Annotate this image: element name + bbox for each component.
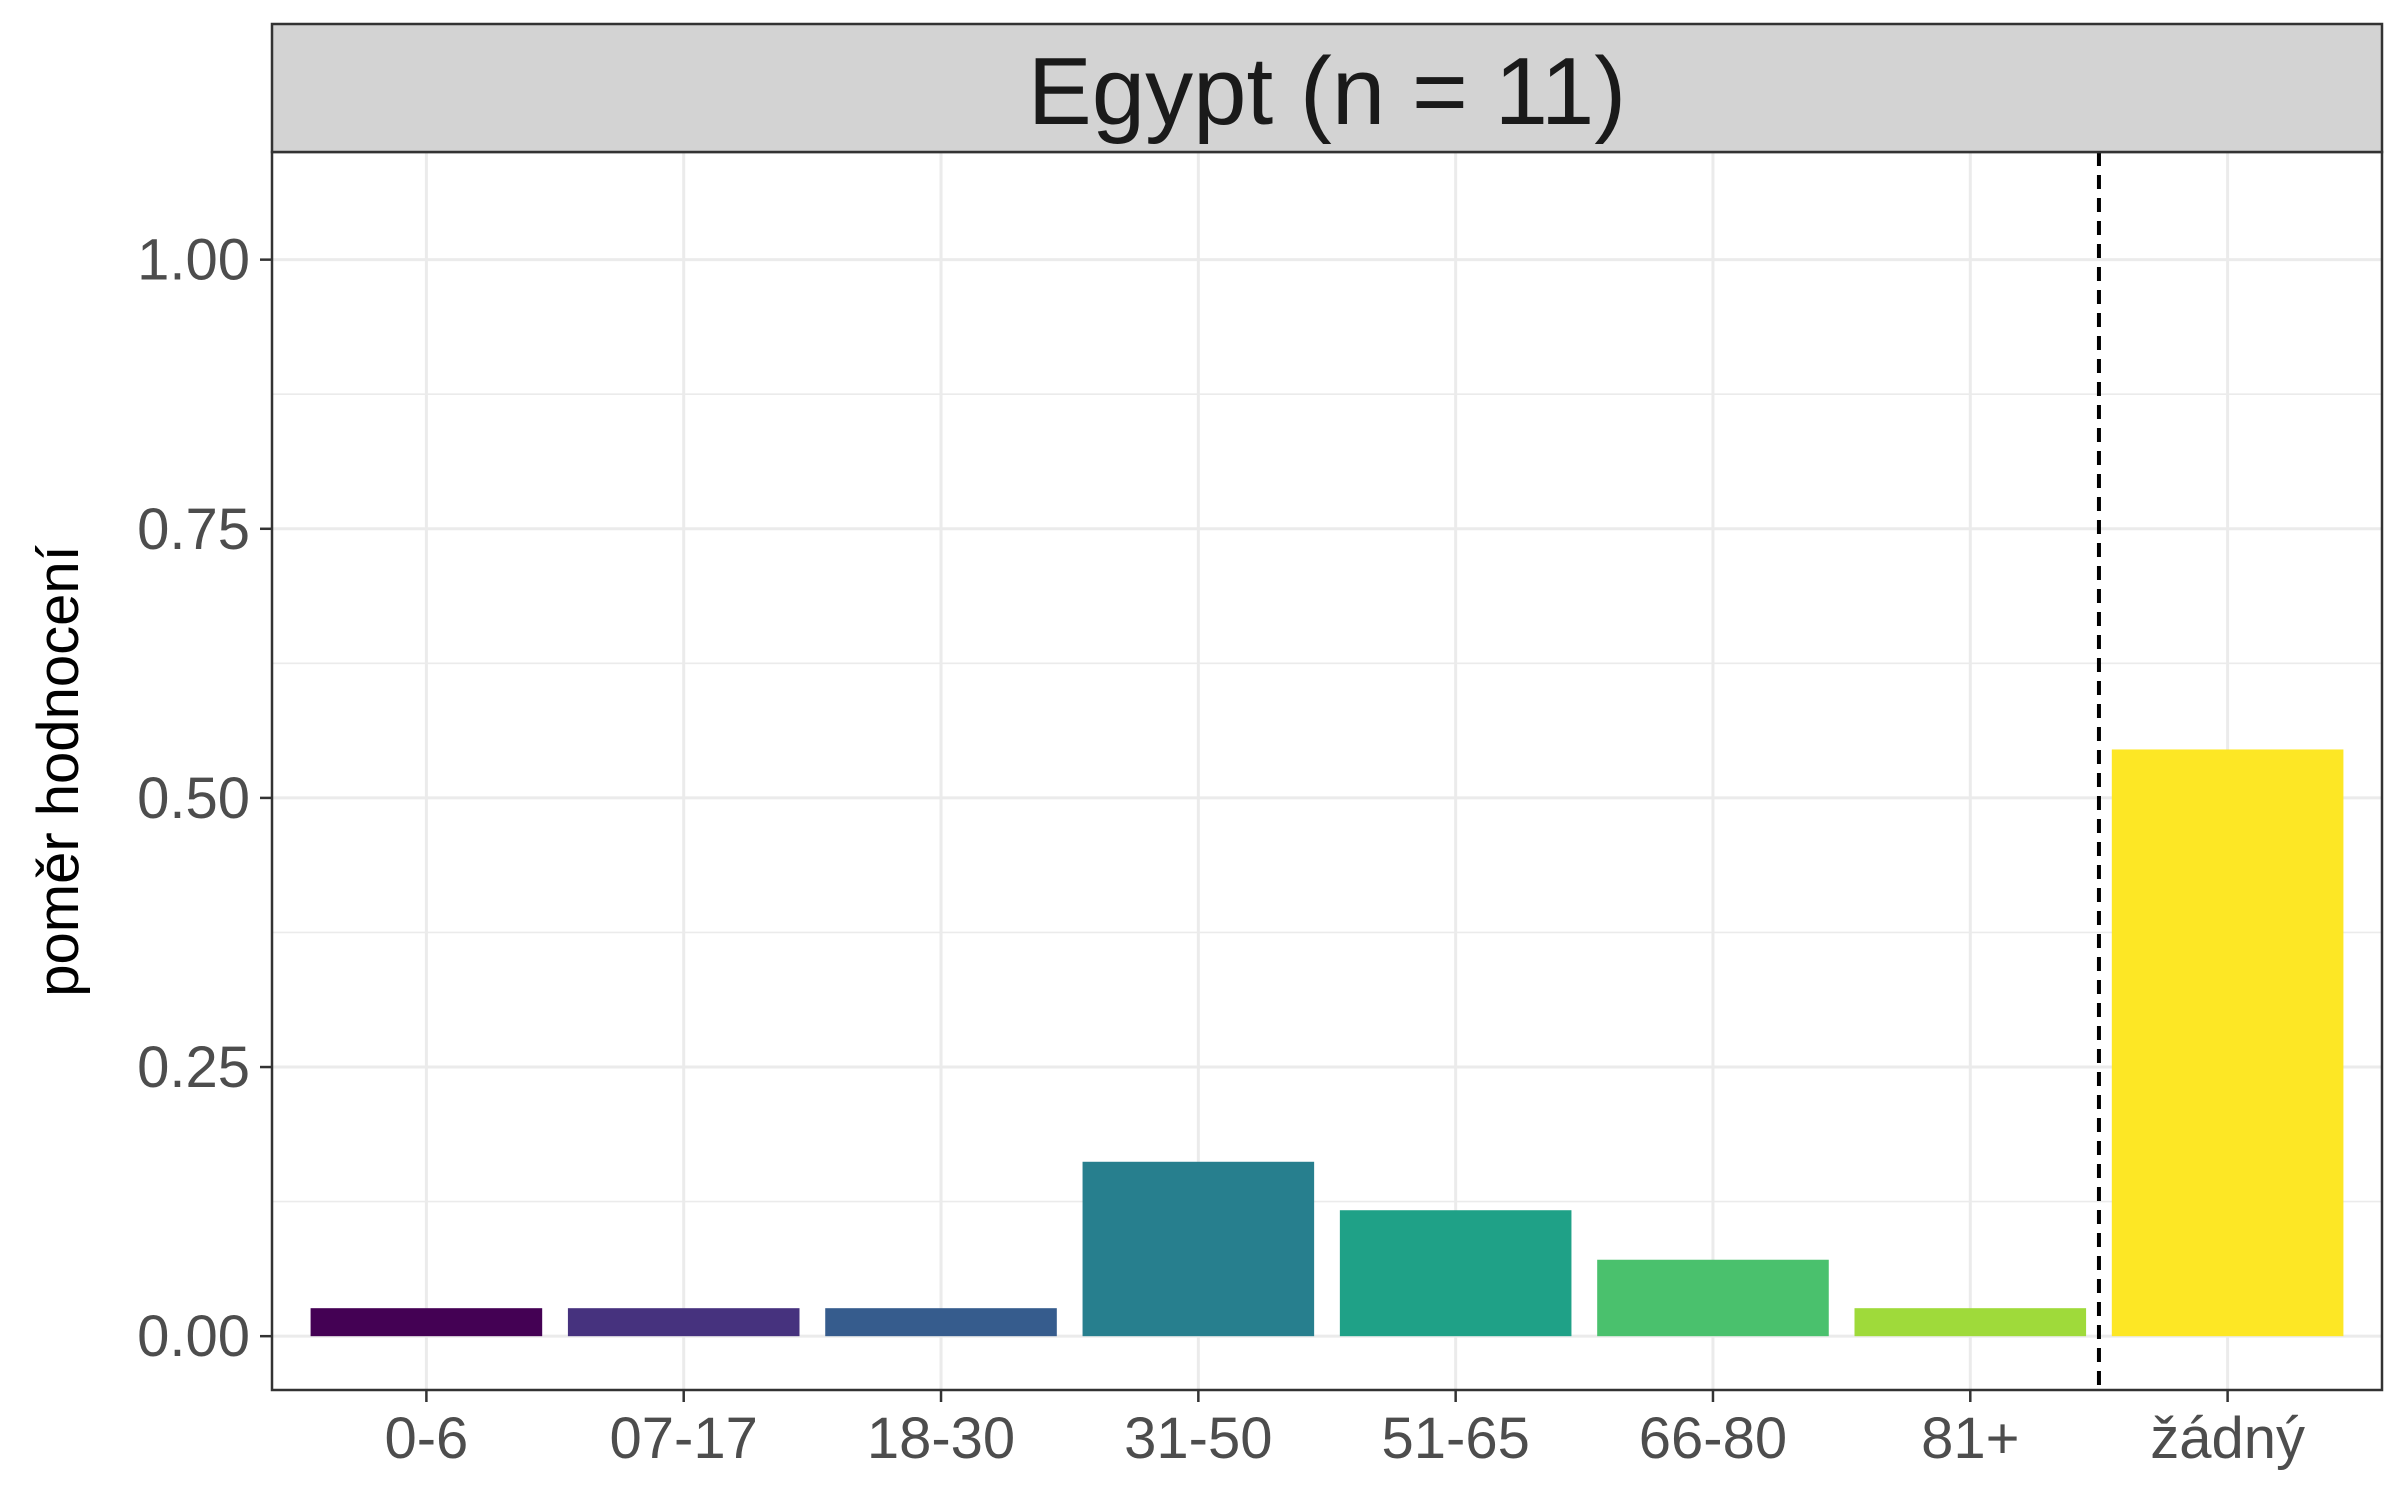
- y-axis-ticks: 0.00 0.25 0.50 0.75 1.00: [137, 228, 272, 1369]
- x-tick-label-7: žádný: [2150, 1406, 2305, 1471]
- x-tick-label-4: 51-65: [1381, 1406, 1529, 1471]
- x-tick-label-1: 07-17: [610, 1406, 758, 1471]
- x-tick-label-5: 66-80: [1639, 1406, 1787, 1471]
- facet-strip-title: Egypt (n = 11): [1028, 38, 1627, 145]
- grid-minor: [272, 393, 2382, 1203]
- bar-žádný: [2111, 749, 2344, 1337]
- y-tick-label-3: 0.75: [137, 497, 250, 562]
- x-tick-label-2: 18-30: [867, 1406, 1015, 1471]
- bar-81+: [1854, 1308, 2087, 1337]
- y-tick-label-4: 1.00: [137, 228, 250, 293]
- bar-18-30: [825, 1308, 1057, 1337]
- y-tick-label-2: 0.50: [137, 766, 250, 831]
- y-tick-label-1: 0.25: [137, 1035, 250, 1100]
- x-tick-label-3: 31-50: [1124, 1406, 1272, 1471]
- facet-strip: [270, 22, 2384, 154]
- x-tick-label-6: 81+: [1921, 1406, 2019, 1471]
- y-tick-label-0: 0.00: [137, 1304, 250, 1369]
- bar-0-6: [310, 1308, 543, 1337]
- panel-background: [272, 152, 2382, 1390]
- x-axis-ticks: 0-6 07-17 18-30 31-50 51-65 66-80 81+ žádný: [384, 1390, 2305, 1471]
- bar-51-65: [1339, 1210, 1572, 1337]
- bar-31-50: [1082, 1161, 1315, 1337]
- y-axis-title: poměr hodnocení: [26, 545, 91, 996]
- x-tick-label-0: 0-6: [384, 1406, 468, 1471]
- bar-07-17: [567, 1308, 800, 1337]
- bar-66-80: [1597, 1259, 1829, 1337]
- bars: [310, 749, 2344, 1337]
